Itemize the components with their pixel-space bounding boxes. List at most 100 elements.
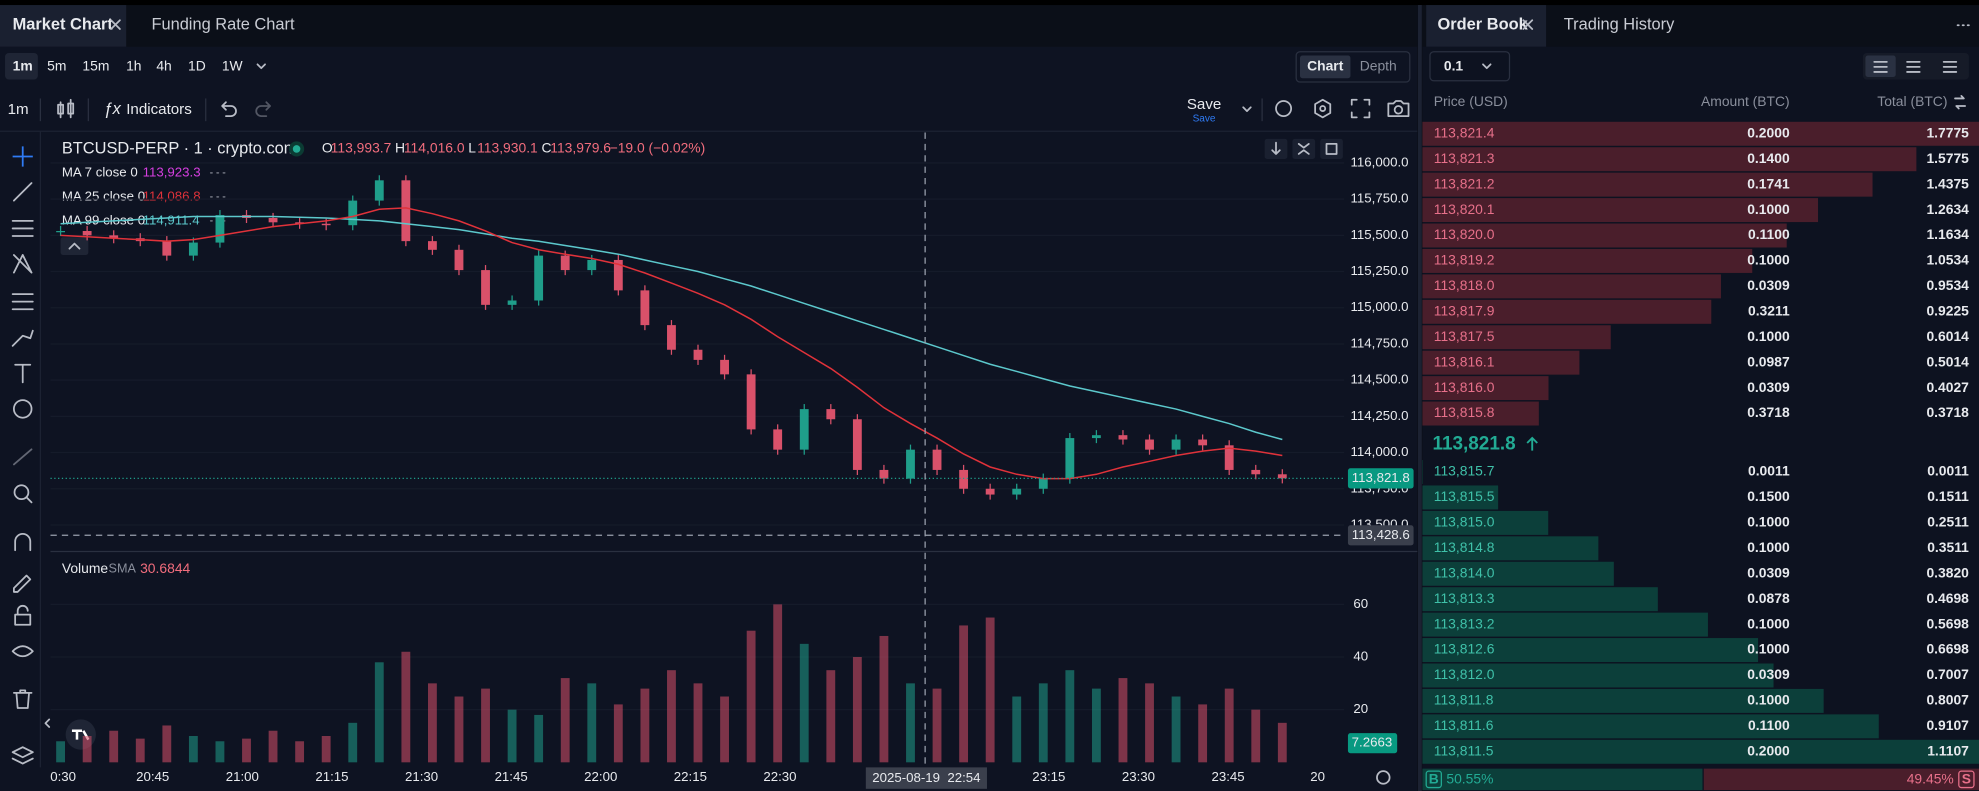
dropdown-icon[interactable] <box>256 63 266 70</box>
dropdown-icon[interactable] <box>1242 106 1252 112</box>
amount: 0.1000 <box>1747 252 1790 268</box>
pattern-tool[interactable] <box>12 254 33 274</box>
indicators-icon[interactable]: ƒx <box>103 100 121 118</box>
chart-toggle[interactable]: Chart <box>1307 58 1344 74</box>
candle-type-icon[interactable] <box>57 98 75 119</box>
price: 113,819.2 <box>1434 252 1495 268</box>
fullscreen-icon[interactable] <box>1350 98 1371 119</box>
volume-bar <box>613 704 623 763</box>
layers-tool[interactable] <box>11 746 34 765</box>
timeframe[interactable]: 15m <box>82 58 109 74</box>
depth-toggle[interactable]: Depth <box>1360 58 1397 74</box>
amount: 0.1000 <box>1747 615 1790 631</box>
fib-tool[interactable] <box>11 293 34 311</box>
volume-bar <box>427 683 437 763</box>
text-tool[interactable] <box>14 363 32 384</box>
total: 0.3511 <box>1927 539 1969 555</box>
volume-bar <box>295 741 305 763</box>
emoji-tool[interactable] <box>12 399 33 419</box>
volume-bar <box>56 741 65 763</box>
amount: 0.1000 <box>1747 514 1790 530</box>
timeframe[interactable]: 5m <box>47 58 66 74</box>
candle <box>188 242 198 256</box>
timeframe[interactable]: 1h <box>126 58 141 74</box>
price: 113,813.3 <box>1434 590 1495 606</box>
depth-bar <box>1422 714 1879 739</box>
ohlc-value: 114,016.0 <box>404 140 465 156</box>
candle <box>799 409 809 450</box>
collapse-icon <box>68 242 81 250</box>
interval[interactable]: 1m <box>8 101 29 118</box>
volume-bar <box>587 683 597 763</box>
collapse-icon[interactable] <box>44 718 51 728</box>
price-chart: 113,500.0113,750.0114,000.0114,250.0114,… <box>50 132 1414 789</box>
depth-bar <box>1422 638 1759 663</box>
indicator-name: MA 7 close 0 <box>62 164 138 179</box>
volume-bar <box>507 709 517 763</box>
button[interactable] <box>1320 138 1343 160</box>
zoom-tool[interactable] <box>13 484 30 501</box>
line-tool[interactable] <box>12 182 33 202</box>
settings-icon[interactable] <box>1376 770 1391 785</box>
brush-tool[interactable] <box>11 329 34 347</box>
save-button[interactable]: Save <box>1187 96 1221 113</box>
depth-bar <box>1422 147 1917 172</box>
edit-tool[interactable] <box>12 574 32 593</box>
timeframe[interactable]: 4h <box>156 58 171 74</box>
compare-icon[interactable] <box>1275 100 1293 117</box>
screenshot-icon[interactable] <box>1387 100 1410 117</box>
timeframe[interactable]: 1D <box>188 58 206 74</box>
collapse-legend[interactable] <box>60 237 89 255</box>
volume-sma-label: SMA <box>109 562 137 576</box>
view-icons[interactable] <box>1873 60 1958 73</box>
indicators-button[interactable]: Indicators <box>126 101 192 118</box>
total: 1.0534 <box>1926 252 1969 268</box>
price: 113,812.6 <box>1434 641 1495 657</box>
grouping-select[interactable] <box>1429 51 1511 82</box>
close-icon[interactable] <box>1522 19 1534 30</box>
crosshair-price-label: 113,428.6 <box>1352 527 1410 542</box>
total: 0.2511 <box>1927 514 1969 530</box>
price: 113,820.1 <box>1434 201 1495 217</box>
depth-bar <box>1422 299 1712 324</box>
ohlc-value: 113,930.1 <box>477 140 538 156</box>
settings-icon-dot <box>1319 105 1327 112</box>
total: 0.5014 <box>1926 353 1969 369</box>
candle <box>374 180 384 201</box>
volume-bar <box>215 741 225 763</box>
delete-tool[interactable] <box>12 689 33 709</box>
volume-tick-label: 40 <box>1353 649 1368 664</box>
total: 0.1511 <box>1927 488 1969 504</box>
x-tick-label: 22:15 <box>674 769 707 784</box>
tab[interactable]: Market Chart <box>13 16 114 34</box>
visibility-tool[interactable] <box>11 645 34 658</box>
tab[interactable]: Order Book <box>1438 16 1529 34</box>
magnet-tool[interactable] <box>14 533 32 552</box>
tab[interactable]: Trading History <box>1564 16 1675 34</box>
lines-tool[interactable] <box>11 219 34 237</box>
candle <box>932 449 942 470</box>
candle <box>640 290 650 326</box>
button[interactable] <box>1292 138 1316 160</box>
grouping-value[interactable]: 0.1 <box>1444 58 1464 74</box>
volume-tick-label: 60 <box>1353 596 1368 611</box>
undo-icon[interactable] <box>221 101 237 117</box>
candle <box>773 429 783 450</box>
close-icon[interactable] <box>110 19 121 30</box>
volume-sma-value: 30.6844 <box>140 560 190 576</box>
crosshair-tool[interactable] <box>12 146 33 167</box>
volume-bar <box>242 738 251 763</box>
amount: 0.0309 <box>1747 564 1790 580</box>
lock-tool[interactable] <box>14 613 32 626</box>
settings-icon[interactable] <box>1314 98 1332 119</box>
volume-bar <box>879 635 889 763</box>
tab[interactable]: Funding Rate Chart <box>151 16 294 34</box>
ruler-tool[interactable] <box>12 448 33 466</box>
swap-icon[interactable] <box>1954 95 1967 110</box>
redo-icon[interactable] <box>255 101 271 117</box>
y-tick-label: 114,000.0 <box>1351 444 1409 459</box>
timeframe[interactable]: 1m <box>13 58 33 74</box>
total: 0.3820 <box>1926 564 1969 580</box>
volume-bar <box>374 662 384 763</box>
timeframe[interactable]: 1W <box>222 58 244 74</box>
